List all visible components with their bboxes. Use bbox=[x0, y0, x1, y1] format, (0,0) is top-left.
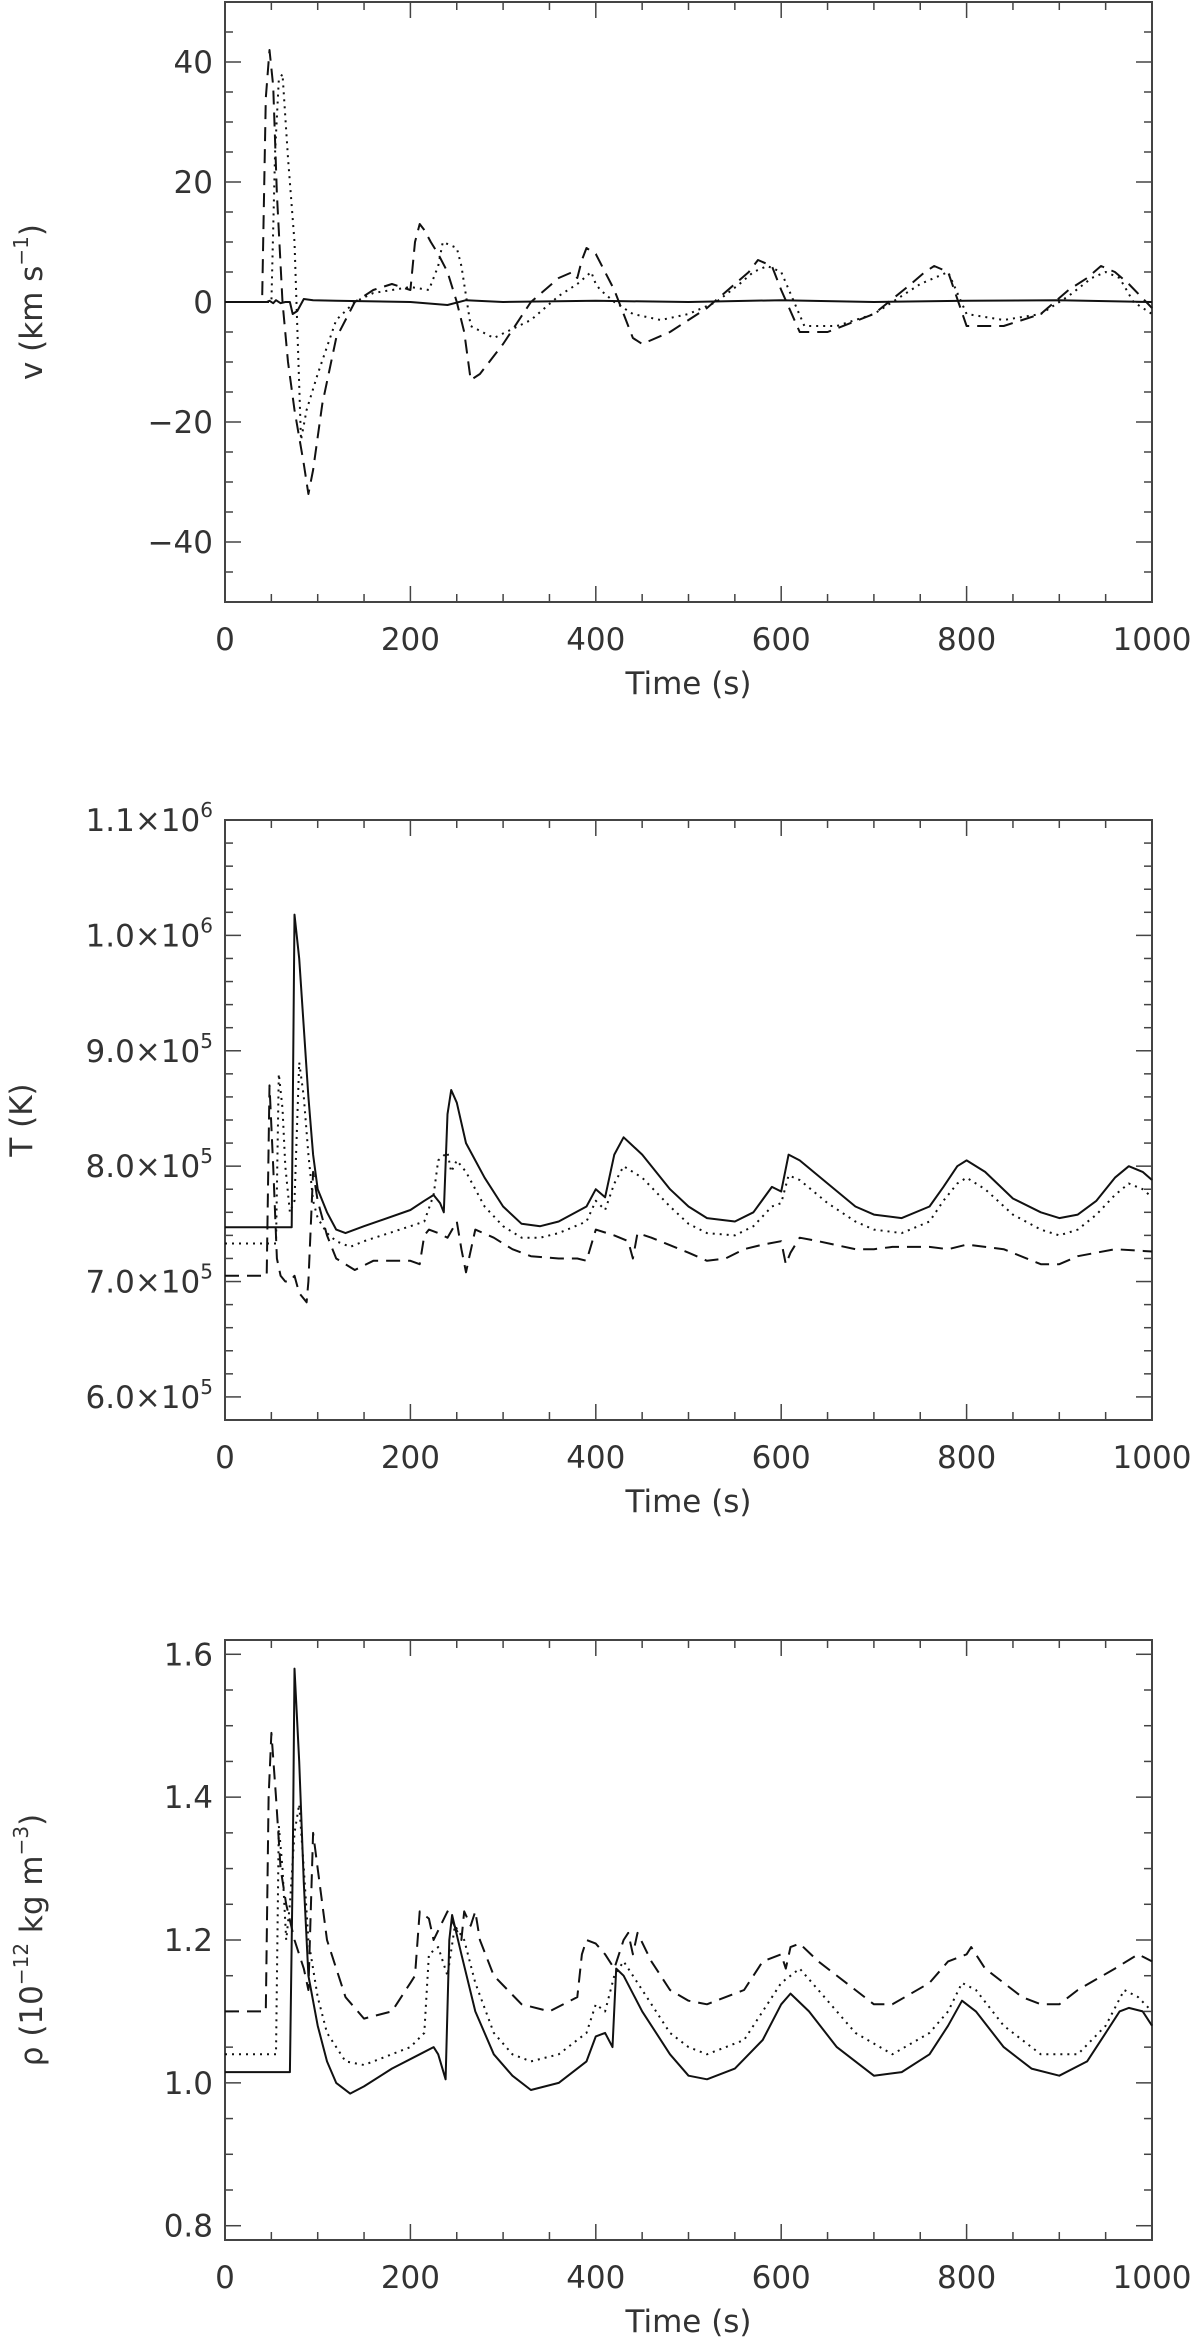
series-dotted-line bbox=[225, 73, 1153, 441]
panel-1: 0 200 400 600 800 1000 −40 −20 0 20 40 Time (s) v (k… bbox=[9, 1, 1192, 702]
y-axis-label: ρ (10−12 kg m−3) bbox=[9, 1814, 50, 2066]
y-tick-label: 1.1×106 bbox=[86, 798, 213, 839]
y-tick-label: 6.0×105 bbox=[86, 1375, 213, 1416]
x-tick-label: 800 bbox=[937, 622, 996, 658]
x-tick-label: 1000 bbox=[1113, 2260, 1192, 2296]
panel-3: 0 200 400 600 800 1000 0.8 1.0 1.2 1.4 1.6 Time (s)… bbox=[9, 1637, 1191, 2340]
y-tick-label: 0 bbox=[193, 285, 213, 321]
x-axis-label: Time (s) bbox=[624, 2304, 751, 2340]
y-tick-label: 1.0 bbox=[164, 2066, 213, 2102]
y-tick-label: 20 bbox=[174, 165, 213, 201]
y-tick-label: 0.8 bbox=[164, 2209, 213, 2245]
x-axis-label: Time (s) bbox=[624, 666, 751, 702]
series-dashed-line bbox=[225, 49, 1153, 495]
x-axis-label: Time (s) bbox=[624, 1484, 751, 1520]
series-solid-line bbox=[225, 913, 1153, 1235]
x-tick-label: 200 bbox=[381, 622, 440, 658]
plot-frame bbox=[224, 1639, 1153, 2241]
series-dashed-line bbox=[225, 1731, 1153, 2020]
x-tick-label: 0 bbox=[215, 1440, 235, 1476]
x-tick-label: 200 bbox=[381, 1440, 440, 1476]
x-tick-label: 200 bbox=[381, 2260, 440, 2296]
x-tick-label: 400 bbox=[566, 622, 625, 658]
x-tick-label: 600 bbox=[752, 1440, 811, 1476]
y-axis-label: T (K) bbox=[4, 1083, 40, 1157]
x-tick-label: 400 bbox=[566, 1440, 625, 1476]
y-tick-label: 1.0×106 bbox=[86, 913, 213, 954]
series-solid-line bbox=[225, 1667, 1153, 2095]
y-tick-label: 40 bbox=[174, 45, 213, 81]
panel-2: 0 200 400 600 800 1000 6.0×105 7.0×105 8.0×105 9.… bbox=[4, 798, 1191, 1520]
x-tick-label: 600 bbox=[752, 2260, 811, 2296]
y-tick-label: 8.0×105 bbox=[86, 1144, 213, 1185]
y-tick-label: −20 bbox=[148, 405, 213, 441]
x-tick-label: 800 bbox=[937, 2260, 996, 2296]
series-dotted-line bbox=[225, 1061, 1153, 1248]
y-tick-label: 1.2 bbox=[164, 1923, 213, 1959]
y-tick-label: −40 bbox=[148, 525, 213, 561]
series-dotted-line bbox=[225, 1803, 1153, 2066]
y-tick-label: 1.6 bbox=[164, 1637, 213, 1673]
y-tick-label: 7.0×105 bbox=[86, 1260, 213, 1301]
y-axis-label: v (km s−1) bbox=[9, 224, 50, 380]
x-tick-label: 400 bbox=[566, 2260, 625, 2296]
x-tick-label: 1000 bbox=[1113, 1440, 1192, 1476]
y-tick-label: 1.4 bbox=[164, 1780, 213, 1816]
x-tick-label: 0 bbox=[215, 622, 235, 658]
y-tick-label: 9.0×105 bbox=[86, 1029, 213, 1070]
series-solid-line bbox=[225, 298, 1153, 315]
x-tick-label: 0 bbox=[215, 2260, 235, 2296]
x-tick-label: 1000 bbox=[1113, 622, 1192, 658]
x-tick-label: 600 bbox=[752, 622, 811, 658]
series-dashed-line bbox=[225, 1084, 1153, 1304]
x-tick-label: 800 bbox=[937, 1440, 996, 1476]
plot-frame bbox=[224, 819, 1153, 1421]
